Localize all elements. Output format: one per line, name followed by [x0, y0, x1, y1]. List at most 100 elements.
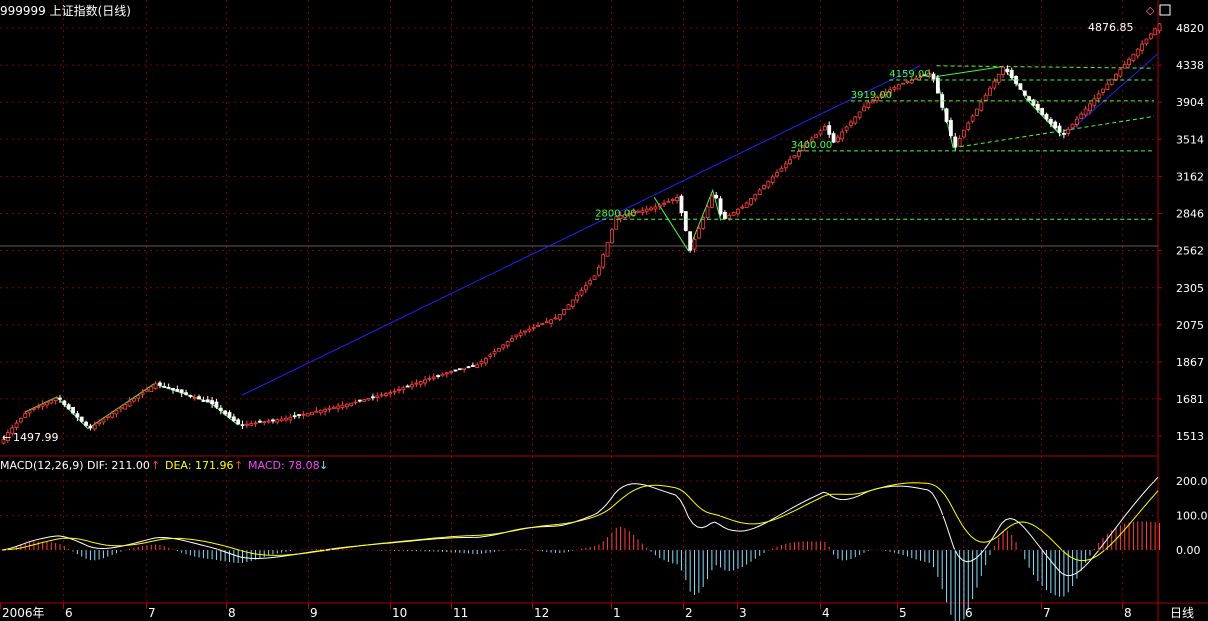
candle-body: [492, 351, 497, 355]
price-tick-label: 3904: [1176, 96, 1204, 109]
candle-body: [466, 366, 471, 369]
price-level-annotations: 4159.00 3919.00 3400.00 2800.00: [595, 69, 1154, 220]
candle-body: [149, 386, 154, 393]
candle-body: [631, 211, 636, 216]
support-fan-line: [953, 115, 1155, 149]
candle-body: [288, 416, 293, 421]
resistance-line: [936, 65, 1155, 69]
period-label[interactable]: 日线: [1170, 606, 1194, 620]
candle-body: [1118, 68, 1123, 77]
candle-body: [171, 387, 175, 391]
price-tick-label: 3162: [1176, 170, 1204, 183]
candle-body: [970, 115, 975, 122]
candle-body: [453, 369, 458, 372]
window-restore-icon[interactable]: [1159, 4, 1171, 16]
candle-body: [266, 420, 271, 423]
candle-body: [388, 392, 393, 395]
candle-body: [197, 396, 201, 400]
macd-header: MACD(12,26,9) DIF: 211.00 ↑ DEA: 171.96 …: [0, 459, 328, 472]
candle-body: [953, 136, 958, 147]
candle-body: [553, 317, 558, 320]
candle-body: [244, 423, 249, 426]
candle-body: [305, 412, 310, 417]
candle-body: [988, 87, 992, 96]
candle-body: [944, 108, 949, 122]
candle-body: [731, 211, 736, 216]
candle-body: [783, 163, 788, 169]
candle-body: [1148, 33, 1153, 39]
dea-line: [1, 482, 1159, 562]
candle-body: [788, 159, 793, 165]
candle-body: [427, 377, 432, 380]
candle-body: [58, 397, 62, 400]
candle-body: [423, 379, 427, 384]
price-level-label: 3400.00: [791, 140, 832, 151]
candle-body: [618, 215, 623, 220]
month-tick-label: 9: [310, 606, 318, 620]
candle-body: [714, 194, 719, 199]
macd-dif-label: DIF: 211.00: [87, 459, 150, 472]
candle-body: [957, 137, 962, 147]
candle-body: [866, 101, 871, 109]
month-tick-label: 5: [899, 606, 907, 620]
month-tick-label: 4: [822, 606, 830, 620]
candle-body: [1079, 113, 1084, 119]
candles[interactable]: [1, 22, 1162, 445]
candle-body: [888, 89, 892, 93]
candle-body: [679, 195, 684, 214]
price-tick-label: 2846: [1176, 208, 1204, 221]
candle-body: [384, 393, 388, 396]
candle-body: [205, 399, 210, 403]
low-marker: ← 1497.99: [2, 431, 59, 444]
candle-body: [979, 101, 984, 111]
candle-body: [896, 84, 901, 90]
candle-body: [653, 206, 658, 210]
candle-body: [844, 126, 849, 131]
candle-body: [666, 200, 671, 203]
macd-dea-label: DEA: 171.96: [165, 459, 233, 472]
candle-body: [818, 130, 823, 135]
candle-body: [1061, 132, 1066, 135]
candle-body: [1035, 103, 1040, 111]
month-grid: [0, 0, 1123, 609]
candle-body: [344, 403, 349, 408]
long-trend-line: [242, 65, 921, 396]
dif-line: [1, 476, 1159, 577]
macd-lines: [1, 476, 1159, 577]
candle-body: [670, 198, 675, 201]
candle-body: [392, 390, 397, 393]
candle-body: [314, 410, 319, 413]
price-tick-label: 2075: [1176, 319, 1204, 332]
candle-body: [184, 392, 188, 395]
month-tick-label: 11: [453, 606, 468, 620]
macd-down-arrow-icon: ↓: [319, 459, 328, 472]
candle-body: [840, 131, 845, 140]
candle-body: [275, 419, 280, 423]
candle-body: [531, 326, 536, 329]
candle-body: [583, 285, 588, 291]
month-tick-label: 10: [392, 606, 407, 620]
candle-body: [1101, 88, 1105, 93]
month-tick-label: 6: [65, 606, 73, 620]
candle-body: [792, 155, 797, 159]
candle-body: [901, 82, 905, 85]
candle-body: [431, 376, 436, 379]
candle-body: [92, 424, 97, 430]
candle-body: [1044, 113, 1049, 120]
short-trend-line: [1064, 53, 1159, 136]
candle-body: [727, 215, 732, 219]
price-axis-labels: 4820 4338 3904 3514 3162 2846 2562 2305 2075 1867…: [1176, 22, 1204, 443]
candle-body: [23, 413, 28, 418]
candle-body: [153, 383, 158, 390]
candle-body: [849, 121, 853, 126]
chart-title: 999999 上证指数(日线): [0, 3, 131, 18]
candle-body: [253, 422, 258, 425]
candle-body: [975, 108, 979, 116]
candle-body: [45, 401, 49, 406]
candle-body: [570, 299, 575, 307]
candle-body: [397, 389, 401, 391]
candle-body: [605, 241, 610, 257]
price-level-label: 3919.00: [851, 90, 892, 101]
candle-body: [779, 167, 784, 172]
